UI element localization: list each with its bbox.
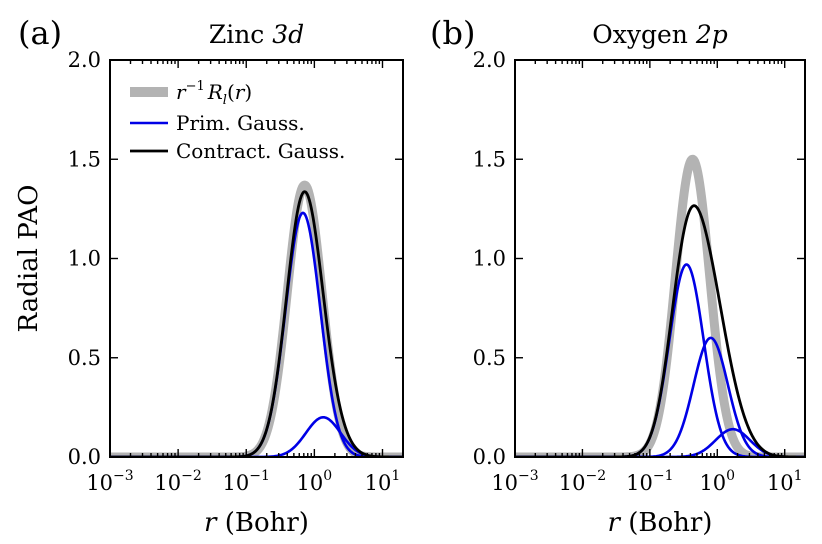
x-tick-label: 10−2: [154, 468, 201, 495]
y-tick-label: 0.0: [473, 445, 506, 469]
x-tick-label: 101: [365, 468, 401, 495]
title-main: Zinc: [209, 20, 272, 49]
x-tick-label: 10−3: [491, 468, 538, 495]
legend-math: r: [235, 80, 246, 104]
panel-label: (a): [18, 14, 62, 52]
series-line-contracted-4: [515, 204, 805, 457]
x-tick-exponent: 1: [391, 468, 400, 484]
panel-title: Zinc 3d: [209, 20, 304, 49]
panel-title: Oxygen 2p: [592, 20, 728, 49]
x-tick-exponent: −1: [249, 468, 270, 484]
x-tick-base: 10: [767, 471, 794, 495]
panel-label: (b): [430, 14, 475, 52]
x-tick-base: 10: [491, 471, 518, 495]
series-line-contracted-3: [110, 190, 403, 457]
legend-label: Contract. Gauss.: [176, 139, 345, 163]
y-tick-label: 0.5: [473, 346, 506, 370]
x-tick-label: 10−3: [86, 468, 133, 495]
series-line-reference-0: [515, 154, 805, 457]
x-label-variable: r: [608, 508, 622, 538]
legend-math: ): [244, 80, 252, 104]
y-tick-label: 0.5: [68, 346, 101, 370]
x-label-variable: r: [204, 508, 218, 538]
x-tick-base: 10: [154, 471, 181, 495]
x-label-unit: (Bohr): [216, 508, 309, 538]
x-tick-base: 10: [699, 471, 726, 495]
x-axis-label: r (Bohr): [608, 508, 713, 538]
x-tick-base: 10: [86, 471, 113, 495]
x-tick-label: 100: [699, 468, 735, 495]
legend-math: −1: [186, 79, 205, 94]
series-group: [515, 154, 805, 457]
x-tick-exponent: 1: [794, 468, 803, 484]
y-tick-label: 2.0: [473, 48, 506, 72]
x-tick-exponent: −3: [113, 468, 134, 484]
y-tick-label: 1.0: [68, 247, 101, 271]
x-tick-base: 10: [297, 471, 324, 495]
x-tick-exponent: 0: [323, 468, 332, 484]
legend-math: r: [176, 80, 187, 104]
y-tick-label: 2.0: [68, 48, 101, 72]
x-tick-label: 10−1: [223, 468, 270, 495]
title-orbital: 2p: [695, 20, 728, 49]
legend-label: r−1 Rl(r): [176, 79, 252, 108]
x-tick-base: 10: [559, 471, 586, 495]
x-tick-exponent: 0: [726, 468, 735, 484]
x-tick-exponent: −2: [181, 468, 202, 484]
x-tick-label: 101: [767, 468, 803, 495]
series-line-primitive-2: [515, 336, 805, 457]
x-tick-base: 10: [223, 471, 250, 495]
series-line-primitive-1: [110, 211, 403, 457]
x-tick-label: 100: [297, 468, 333, 495]
series-line-reference-0: [110, 180, 403, 457]
legend-math: (: [227, 80, 235, 104]
y-tick-label: 1.0: [473, 247, 506, 271]
x-tick-label: 10−1: [626, 468, 673, 495]
x-tick-label: 10−2: [559, 468, 606, 495]
x-tick-exponent: −1: [653, 468, 674, 484]
legend-math: l: [223, 93, 227, 108]
x-label-unit: (Bohr): [620, 508, 713, 538]
legend-label: Prim. Gauss.: [176, 111, 305, 135]
y-axis-label: Radial PAO: [14, 185, 44, 333]
title-orbital: 3d: [272, 20, 304, 49]
legend: r−1 Rl(r)Prim. Gauss.Contract. Gauss.: [130, 79, 345, 163]
series-group: [110, 180, 403, 457]
y-tick-label: 0.0: [68, 445, 101, 469]
x-tick-base: 10: [365, 471, 392, 495]
series-line-primitive-3: [515, 427, 805, 457]
y-tick-label: 1.5: [473, 147, 506, 171]
x-tick-base: 10: [626, 471, 653, 495]
legend-math: R: [207, 80, 223, 104]
title-main: Oxygen: [592, 20, 696, 49]
x-axis-label: r (Bohr): [204, 508, 309, 538]
x-tick-exponent: −3: [518, 468, 539, 484]
y-tick-label: 1.5: [68, 147, 101, 171]
x-tick-exponent: −2: [585, 468, 606, 484]
